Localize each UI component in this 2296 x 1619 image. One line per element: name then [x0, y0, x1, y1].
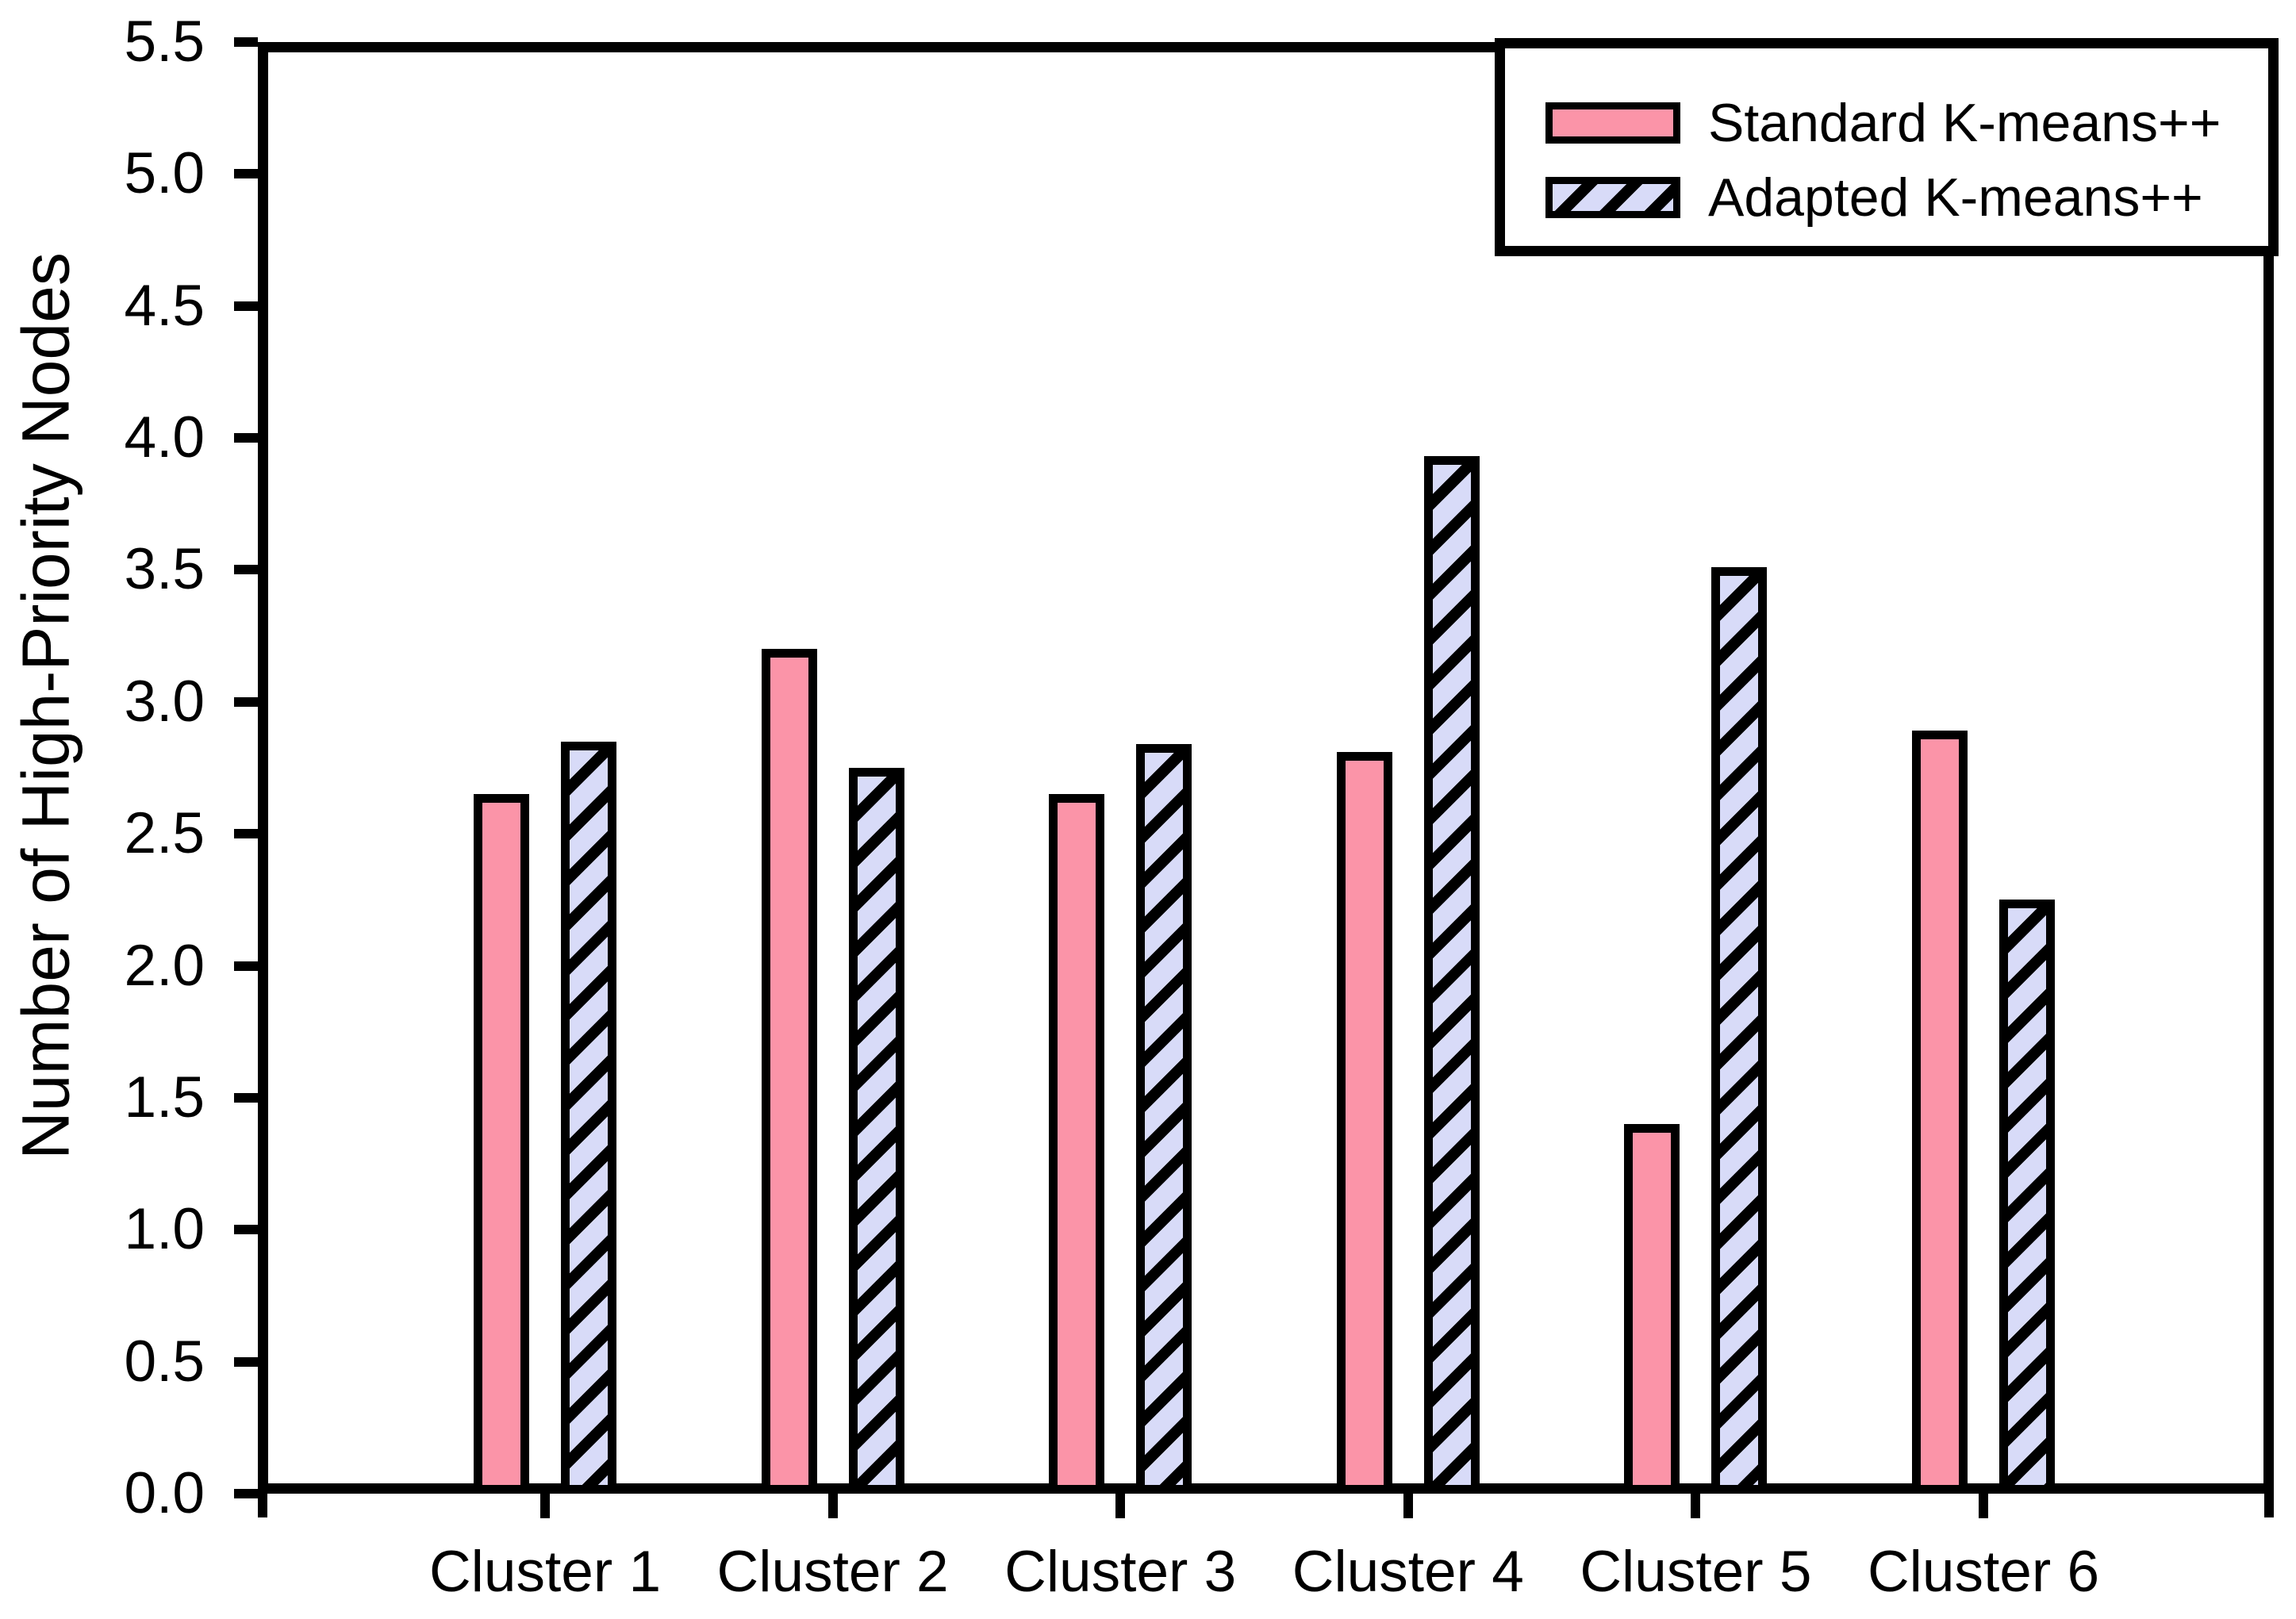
- y-tick-label-5.0: 5.0: [124, 141, 205, 206]
- legend-label-standard-kmeans: Standard K-means++: [1708, 93, 2221, 153]
- bar-standard-k-means--cluster-6: [1912, 731, 1968, 1494]
- y-tick-label-0.0: 0.0: [124, 1461, 205, 1525]
- x-tick-mark-4: [1403, 1494, 1413, 1518]
- x-axis-label-cluster-4: Cluster 4: [1292, 1540, 1524, 1604]
- bar-adapted-k-means--cluster-3: [1136, 744, 1192, 1494]
- y-tick-mark-0.5: [234, 1356, 258, 1367]
- x-tick-mark-5: [1691, 1494, 1701, 1518]
- y-tick-mark-5.0: [234, 169, 258, 179]
- y-tick-mark-1.0: [234, 1225, 258, 1235]
- y-tick-mark-2.5: [234, 829, 258, 839]
- bar-adapted-k-means--cluster-4: [1423, 456, 1480, 1494]
- x-axis-left-end-tick: [258, 1494, 267, 1517]
- x-axis-label-cluster-2: Cluster 2: [716, 1540, 949, 1604]
- x-tick-mark-1: [540, 1494, 550, 1518]
- bar-standard-k-means--cluster-1: [474, 794, 529, 1494]
- legend-swatch-standard-kmeans: [1545, 102, 1680, 144]
- y-tick-label-2.0: 2.0: [124, 933, 205, 998]
- y-tick-mark-0.0: [234, 1489, 258, 1498]
- bar-adapted-k-means--cluster-1: [561, 741, 616, 1494]
- y-tick-mark-4.5: [234, 301, 258, 311]
- y-tick-label-0.5: 0.5: [124, 1329, 205, 1394]
- x-axis-label-cluster-5: Cluster 5: [1580, 1540, 1812, 1604]
- y-tick-label-3.5: 3.5: [124, 537, 205, 602]
- bar-standard-k-means--cluster-2: [761, 649, 817, 1494]
- y-tick-mark-2.0: [234, 961, 258, 971]
- x-tick-mark-3: [1115, 1494, 1126, 1518]
- y-tick-label-2.5: 2.5: [124, 801, 205, 866]
- y-tick-mark-3.0: [234, 696, 258, 707]
- bar-adapted-k-means--cluster-6: [1999, 900, 2055, 1494]
- x-axis-label-cluster-6: Cluster 6: [1867, 1540, 2100, 1604]
- legend-swatch-adapted-kmeans: [1545, 177, 1680, 218]
- x-axis-right-end-tick: [2264, 1494, 2274, 1517]
- legend-label-adapted-kmeans: Adapted K-means++: [1708, 167, 2203, 228]
- y-tick-label-4.0: 4.0: [124, 405, 205, 470]
- y-tick-mark-5.5: [234, 37, 258, 47]
- x-axis-label-cluster-3: Cluster 3: [1004, 1540, 1237, 1604]
- y-tick-label-1.5: 1.5: [124, 1065, 205, 1130]
- legend: Standard K-means++ Adapted K-means++: [1495, 38, 2279, 256]
- y-tick-label-1.0: 1.0: [124, 1197, 205, 1262]
- x-tick-mark-2: [827, 1494, 838, 1518]
- y-tick-mark-3.5: [234, 565, 258, 575]
- y-tick-label-3.0: 3.0: [124, 669, 205, 734]
- x-axis-label-cluster-1: Cluster 1: [428, 1540, 662, 1604]
- bar-standard-k-means--cluster-3: [1049, 794, 1105, 1494]
- bar-adapted-k-means--cluster-2: [848, 768, 904, 1494]
- bar-standard-k-means--cluster-4: [1336, 752, 1392, 1494]
- y-tick-mark-1.5: [234, 1092, 258, 1103]
- y-tick-label-5.5: 5.5: [124, 10, 205, 74]
- bar-adapted-k-means--cluster-5: [1711, 567, 1768, 1494]
- y-tick-label-4.5: 4.5: [124, 273, 205, 338]
- bar-standard-k-means--cluster-5: [1624, 1124, 1680, 1494]
- y-tick-mark-4.0: [234, 433, 258, 443]
- x-tick-mark-6: [1979, 1494, 1988, 1518]
